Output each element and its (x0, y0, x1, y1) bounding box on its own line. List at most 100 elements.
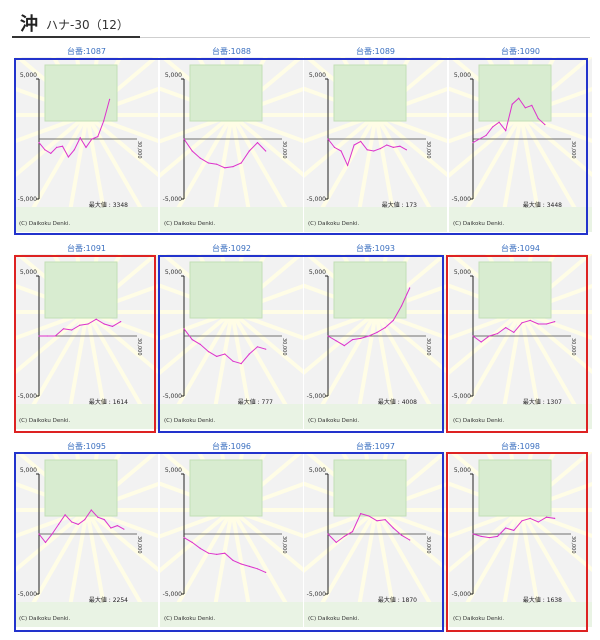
machine-card[interactable]: 台番:1090 5,000 -5,000 30,000 (C) Daikoku Denk… (449, 46, 592, 232)
slump-point (116, 525, 118, 527)
grid-decoration (44, 261, 118, 319)
slump-point (111, 325, 114, 327)
machine-number-link[interactable]: 台番:1097 (355, 442, 396, 451)
slump-point (392, 319, 394, 321)
slump-point (62, 328, 65, 330)
max-value-label: 最大値 : 3348 (89, 201, 128, 209)
slump-point (207, 351, 210, 353)
slump-graph: 5,000 -5,000 30,000 (C) Daikoku Denki. (160, 452, 303, 627)
y-tick-label-top: 5,000 (165, 467, 182, 474)
copyright-label: (C) Daikoku Denki. (19, 616, 70, 622)
slump-point (79, 137, 81, 139)
copyright-label: (C) Daikoku Denki. (453, 616, 504, 622)
slump-point (327, 138, 329, 140)
slump-point (103, 120, 105, 122)
slump-graph: 5,000 -5,000 30,000 (C) Daikoku Denki. 最大値 :… (449, 57, 592, 232)
machine-card[interactable]: 台番:1092 5,000 -5,000 30,000 (C) Daikoku Denk… (160, 243, 303, 429)
slump-point (335, 541, 337, 543)
x-tick-label-end: 30,000 (281, 141, 287, 159)
machine-number-link[interactable]: 台番:1091 (66, 244, 107, 253)
slump-point (537, 521, 539, 523)
slump-point (199, 157, 201, 159)
floor-decoration (449, 602, 592, 627)
slump-point (409, 287, 411, 289)
y-tick-label-bottom: -5,000 (163, 196, 183, 203)
machine-number-link[interactable]: 台番:1090 (500, 47, 541, 56)
slump-point (71, 521, 73, 523)
machine-card[interactable]: 台番:1091 5,000 -5,000 30,000 (C) Daikoku Denk… (15, 243, 158, 429)
slump-point (232, 360, 234, 362)
grid-decoration (189, 261, 263, 319)
y-tick-label-top: 5,000 (20, 269, 37, 276)
slump-point (511, 103, 513, 105)
machine-card[interactable]: 台番:1088 5,000 -5,000 30,000 (C) Daikoku Denk… (160, 46, 303, 232)
y-tick-label-bottom: -5,000 (307, 591, 327, 598)
slump-point (51, 533, 53, 535)
machine-number-link[interactable]: 台番:1089 (355, 47, 396, 56)
page-header: 沖 ハナ-30（12） (12, 8, 590, 38)
slump-point (472, 142, 474, 144)
machine-card[interactable]: 台番:1089 5,000 -5,000 30,000 (C) Daikoku Denk… (304, 46, 447, 232)
slump-point (73, 149, 75, 151)
slump-point (109, 98, 111, 100)
copyright-label: (C) Daikoku Denki. (164, 418, 215, 424)
max-value-label: 最大値 : 2254 (89, 596, 128, 604)
slump-point (207, 162, 210, 164)
machine-number-link[interactable]: 台番:1092 (211, 244, 252, 253)
slump-point (333, 146, 336, 148)
machine-number-link[interactable]: 台番:1093 (355, 244, 396, 253)
slump-point (46, 335, 48, 337)
floor-decoration (449, 404, 592, 429)
copyright-label: (C) Daikoku Denki. (19, 418, 70, 424)
slump-point (545, 323, 548, 325)
slump-point (97, 516, 99, 518)
y-tick-label-bottom: -5,000 (18, 393, 38, 400)
y-tick-label-bottom: -5,000 (163, 591, 183, 598)
y-tick-label-top: 5,000 (309, 269, 326, 276)
slump-line (38, 509, 125, 544)
machine-card[interactable]: 台番:1094 5,000 -5,000 30,000 (C) Daikoku Denk… (449, 243, 592, 429)
slump-point (224, 552, 226, 554)
slump-point (256, 568, 259, 570)
machine-card[interactable]: 台番:1093 5,000 -5,000 30,000 (C) Daikoku Denk… (304, 243, 447, 429)
slump-point (360, 513, 362, 515)
y-tick-label-top: 5,000 (20, 467, 37, 474)
header-underline (12, 36, 140, 38)
slump-point (97, 136, 99, 138)
grid-decoration (44, 459, 118, 517)
machine-number-link[interactable]: 台番:1096 (211, 442, 252, 451)
slump-point (554, 517, 556, 519)
slump-point (343, 535, 345, 537)
slump-graph: 5,000 -5,000 30,000 (C) Daikoku Denki. 最大値 :… (15, 57, 158, 232)
machine-number-link[interactable]: 台番:1088 (211, 47, 252, 56)
machine-number-link[interactable]: 台番:1095 (66, 442, 107, 451)
slump-point (199, 343, 201, 345)
machine-card[interactable]: 台番:1098 5,000 -5,000 30,000 (C) Daikoku Denk… (449, 441, 592, 627)
slump-point (240, 363, 242, 365)
slump-point (64, 514, 66, 516)
machine-card[interactable]: 台番:1097 5,000 -5,000 30,000 (C) Daikoku Denk… (304, 441, 447, 627)
slump-point (353, 144, 355, 146)
slump-point (488, 335, 490, 337)
slump-point (496, 535, 499, 537)
slump-point (91, 138, 93, 140)
machine-number-link[interactable]: 台番:1094 (500, 244, 541, 253)
machine-card[interactable]: 台番:1096 5,000 -5,000 30,000 (C) Daikoku Denk… (160, 441, 303, 627)
machine-card[interactable]: 台番:1095 5,000 -5,000 30,000 (C) Daikoku Denk… (15, 441, 158, 627)
machine-card[interactable]: 台番:1087 5,000 -5,000 30,000 (C) Daikoku Denk… (15, 46, 158, 232)
slump-point (405, 149, 407, 151)
slump-point (248, 353, 250, 355)
slump-point (480, 535, 482, 537)
slump-point (360, 337, 362, 339)
slump-point (343, 345, 345, 347)
slump-point (123, 528, 125, 530)
y-tick-label-top: 5,000 (454, 72, 471, 79)
machine-number-link[interactable]: 台番:1087 (66, 47, 107, 56)
slump-point (232, 166, 234, 168)
slump-point (56, 146, 58, 148)
y-tick-label-bottom: -5,000 (452, 196, 472, 203)
slump-point (368, 515, 370, 517)
slump-point (61, 145, 64, 147)
machine-number-link[interactable]: 台番:1098 (500, 442, 541, 451)
